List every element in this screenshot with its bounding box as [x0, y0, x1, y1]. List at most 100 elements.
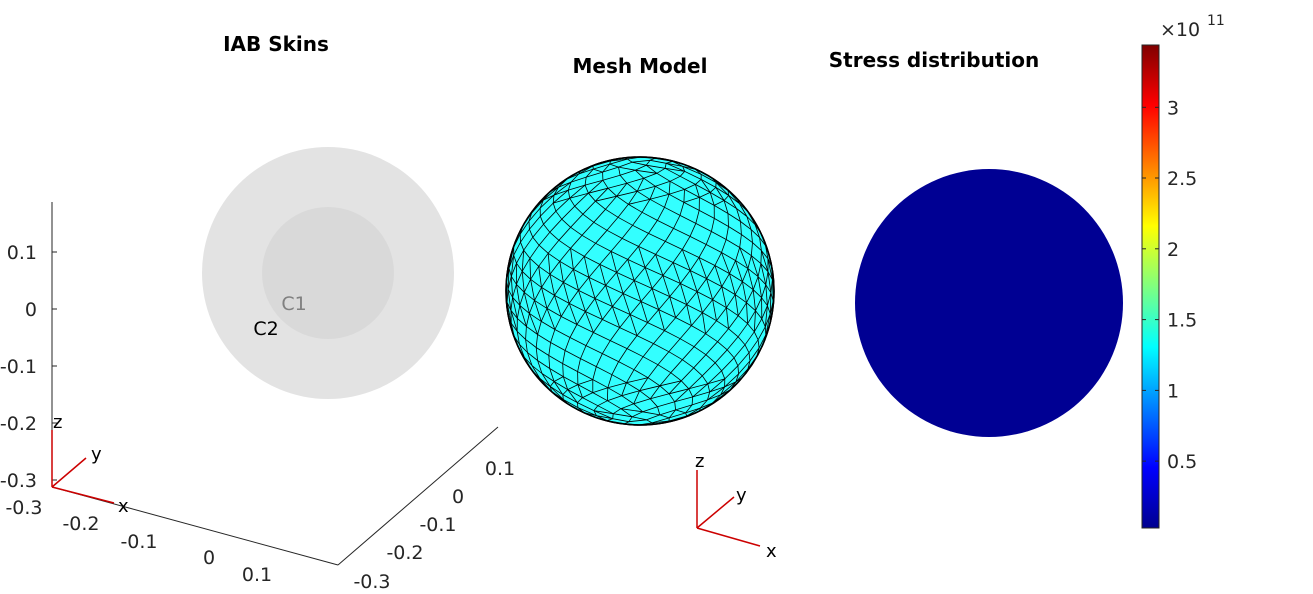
mesh-edge	[510, 310, 518, 319]
mesh-edge	[606, 229, 623, 239]
mesh-edge	[767, 271, 772, 293]
y-axis-line	[337, 426, 499, 566]
mesh-edge	[523, 236, 534, 251]
panel-iab-skins: IAB Skins C1 C2 0.1 0 -0.1 -0.2 -0.3 -0.…	[0, 32, 515, 593]
mesh-edge	[645, 160, 651, 166]
mesh-edge	[706, 244, 722, 253]
mesh-edge	[725, 226, 729, 240]
mesh-edge	[620, 403, 634, 410]
mesh-edge	[767, 258, 773, 280]
mesh-edge	[712, 299, 727, 309]
mesh-edge	[747, 310, 756, 324]
mesh-edge	[541, 373, 551, 387]
mesh-edge	[759, 237, 766, 246]
mesh-edge	[721, 273, 730, 287]
mesh-edge	[649, 385, 661, 400]
mesh-model-title: Mesh Model	[573, 54, 708, 78]
mesh-edge	[757, 339, 760, 348]
mesh-edge	[685, 404, 693, 414]
mesh-edge	[593, 332, 611, 341]
mesh-edge	[576, 324, 594, 333]
mesh-edge	[555, 197, 570, 212]
mesh-edge	[735, 373, 739, 383]
mesh-edge	[643, 172, 658, 179]
mesh-edge	[510, 323, 518, 332]
mesh-edge	[525, 326, 527, 340]
mesh-edge	[633, 267, 646, 281]
mesh-edge	[538, 244, 549, 254]
mesh-edge	[690, 270, 707, 279]
mesh-edge	[539, 216, 544, 225]
z-tick-label: -0.3	[0, 470, 37, 492]
z-tick-label: -0.1	[0, 356, 37, 378]
mesh-edge	[549, 274, 555, 296]
mesh-edge	[742, 268, 749, 282]
mesh-edge	[562, 376, 569, 390]
mesh-edge	[669, 296, 687, 305]
mesh-edge	[752, 242, 762, 251]
mesh-edge	[577, 384, 593, 393]
mesh-edge	[520, 242, 525, 251]
mesh-edge	[738, 360, 751, 375]
mesh-edge	[570, 235, 583, 249]
z-axis-ticks: 0.1 0 -0.1 -0.2 -0.3	[0, 242, 57, 492]
mesh-edge	[577, 384, 583, 398]
mesh-edge	[737, 323, 748, 338]
mesh-edge	[672, 262, 691, 271]
mesh-edge	[647, 377, 661, 387]
mesh-edge	[546, 308, 562, 317]
mesh-edge	[507, 289, 512, 311]
mesh-edge	[636, 178, 645, 192]
mesh-edge	[656, 172, 671, 182]
mesh-edge	[581, 222, 595, 236]
mesh-edge	[723, 200, 737, 209]
mesh-edge	[755, 310, 763, 320]
mesh-edge	[584, 256, 600, 265]
mesh-edge	[568, 303, 578, 325]
mesh-edge	[622, 293, 642, 302]
mesh-edges	[506, 157, 774, 425]
mesh-edge	[689, 236, 707, 245]
x-tick-label: 0	[203, 547, 215, 569]
mesh-edge	[607, 374, 613, 388]
mesh-edge	[705, 320, 717, 334]
mesh-edge	[537, 360, 543, 374]
mesh-edge	[679, 202, 685, 216]
mesh-edge	[647, 322, 665, 331]
mesh-edge	[588, 277, 606, 286]
mesh-edge	[742, 281, 754, 291]
mesh-edge	[609, 163, 619, 168]
mesh-edge	[628, 203, 643, 213]
mesh-edge	[549, 231, 560, 241]
colorbar-tick-label: 0.5	[1167, 451, 1197, 473]
mesh-edge	[750, 229, 760, 238]
mesh-edge	[567, 384, 579, 390]
mesh-edge	[737, 336, 746, 346]
mesh-edge	[657, 406, 661, 416]
mesh-edge	[583, 256, 590, 278]
mesh-edge	[755, 297, 762, 311]
mesh-edge	[553, 381, 564, 395]
mesh-edge	[547, 253, 551, 275]
mesh-edge	[706, 278, 713, 300]
mesh-edge	[675, 404, 693, 411]
panel-mesh-model: Mesh Model z y x	[505, 54, 777, 562]
colorbar-tick-label: 1.5	[1167, 310, 1197, 332]
mesh-edge	[516, 262, 523, 272]
stress-title: Stress distribution	[829, 48, 1039, 72]
mesh-edge	[529, 313, 542, 322]
mesh-edge	[658, 309, 676, 318]
mesh-edge	[655, 241, 666, 255]
mesh-edge	[523, 291, 535, 301]
mesh-edge	[538, 253, 549, 267]
mesh-edge	[673, 228, 691, 237]
mesh-edge	[621, 238, 639, 247]
mesh-edge	[629, 314, 638, 336]
mesh-edge	[531, 365, 543, 374]
mesh-edge	[741, 234, 753, 243]
mesh-edge	[715, 182, 729, 196]
mesh-edge	[643, 177, 656, 187]
mesh-edge	[658, 296, 671, 310]
mesh-edge	[688, 388, 694, 398]
mesh-edge	[581, 234, 596, 244]
